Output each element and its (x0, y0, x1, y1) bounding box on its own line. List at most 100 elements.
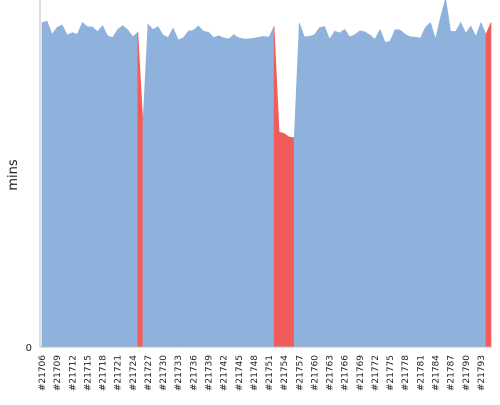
x-tick-label: #21721 (114, 355, 124, 391)
x-tick-label: #21766 (341, 355, 351, 391)
area-segment-#21753 (273, 26, 280, 348)
area-segment-#21732 (167, 27, 174, 348)
area-segment-#21769 (354, 30, 361, 348)
area-segment-#21764 (329, 30, 335, 348)
area-segment-#21758 (298, 22, 305, 348)
area-segment-#21765 (334, 30, 340, 348)
area-segment-#21790 (460, 22, 467, 348)
area-segment-#21738 (198, 25, 204, 348)
area-segment-#21716 (87, 26, 93, 348)
area-segment-#21734 (177, 37, 184, 348)
area-segment-#21729 (152, 26, 159, 348)
area-segment-#21720 (107, 35, 113, 348)
area-segment-#21755 (283, 133, 290, 348)
area-segment-#21719 (102, 25, 108, 348)
area-segment-#21721 (112, 28, 118, 348)
area-segment-#21792 (470, 25, 477, 348)
area-segment-#21786 (440, 0, 446, 348)
x-tick-label: #21790 (462, 355, 472, 391)
area-segment-#21739 (203, 30, 209, 348)
area-segment-#21782 (420, 27, 426, 348)
area-segment-#21735 (182, 30, 189, 348)
x-tick-label: #21775 (386, 355, 396, 391)
area-segment-#21737 (193, 25, 199, 348)
x-tick-label: #21793 (477, 355, 487, 391)
area-segment-#21770 (359, 30, 366, 348)
area-segment-#21736 (188, 29, 194, 348)
area-segment-#21728 (147, 23, 154, 348)
area-layer (41, 0, 492, 348)
area-segment-#21766 (339, 28, 345, 348)
area-segment-#21759 (304, 36, 310, 348)
area-segment-#21760 (309, 34, 315, 348)
area-segment-#21777 (394, 29, 401, 348)
x-tick-label: #21784 (432, 355, 442, 391)
area-segment-#21749 (253, 36, 260, 348)
area-segment-#21795 (485, 22, 492, 348)
x-tick-label: #21709 (53, 355, 63, 391)
x-tick-label: #21736 (189, 355, 199, 391)
x-tick-label: #21751 (265, 355, 275, 391)
area-segment-#21788 (450, 30, 456, 348)
x-tick-label: #21787 (447, 355, 457, 391)
area-segment-#21715 (82, 21, 88, 348)
x-tick-label: #21724 (129, 355, 139, 391)
area-segment-#21774 (379, 29, 386, 348)
area-segment-#21751 (263, 36, 270, 348)
y-axis-title: mins (6, 159, 21, 191)
area-segment-#21775 (384, 40, 391, 348)
area-segment-#21726 (137, 32, 144, 348)
area-segment-#21709 (51, 26, 58, 348)
area-segment-#21778 (399, 29, 406, 348)
area-segment-#21772 (369, 34, 376, 348)
area-segment-#21787 (445, 0, 451, 348)
area-segment-#21768 (349, 34, 356, 348)
area-segment-#21780 (409, 36, 416, 348)
area-segment-#21771 (364, 31, 371, 348)
x-tick-label: #21733 (174, 355, 184, 391)
area-segment-#21741 (213, 35, 219, 348)
area-segment-#21723 (122, 25, 129, 348)
area-segment-#21789 (455, 21, 462, 348)
area-segment-#21754 (278, 131, 285, 348)
x-tick-label: #21748 (250, 355, 260, 391)
area-segment-#21783 (425, 21, 431, 348)
area-segment-#21740 (208, 31, 214, 348)
area-segment-#21773 (374, 29, 381, 348)
area-segment-#21713 (71, 32, 78, 348)
area-segment-#21757 (293, 22, 300, 348)
area-segment-#21746 (238, 37, 245, 348)
x-tick-label: #21754 (280, 355, 290, 391)
area-segment-#21767 (344, 28, 351, 348)
area-segment-#21707 (41, 20, 48, 348)
x-tick-label: #21718 (99, 355, 109, 391)
area-segment-#21744 (228, 34, 235, 348)
area-segment-#21784 (430, 22, 436, 348)
area-segment-#21761 (314, 26, 320, 348)
area-segment-#21750 (258, 36, 265, 348)
area-segment-#21756 (288, 136, 295, 348)
x-tick-label: #21778 (401, 355, 411, 391)
x-tick-label: #21763 (326, 355, 336, 391)
x-tick-label: #21712 (68, 355, 78, 391)
x-tick-label: #21739 (204, 355, 214, 391)
area-segment-#21710 (56, 24, 63, 348)
y-tick-label: 0 (26, 343, 32, 354)
area-segment-#21745 (233, 34, 240, 348)
area-segment-#21708 (46, 21, 53, 348)
area-segment-#21763 (324, 26, 330, 348)
x-tick-label: #21727 (144, 355, 154, 391)
x-tick-label: #21769 (356, 355, 366, 391)
area-segment-#21791 (465, 25, 472, 348)
area-segment-#21793 (475, 22, 482, 348)
area-segment-#21733 (172, 27, 179, 348)
x-tick-label: #21760 (310, 355, 320, 391)
area-segment-#21748 (248, 37, 255, 348)
area-segment-#21781 (415, 36, 421, 348)
area-segment-#21762 (319, 25, 325, 348)
area-segment-#21714 (77, 22, 83, 348)
area-segment-#21727 (142, 24, 149, 348)
x-tick-labels: #21706 #21709 #21712 #21715 #21718 #21721 #217… (38, 355, 487, 391)
